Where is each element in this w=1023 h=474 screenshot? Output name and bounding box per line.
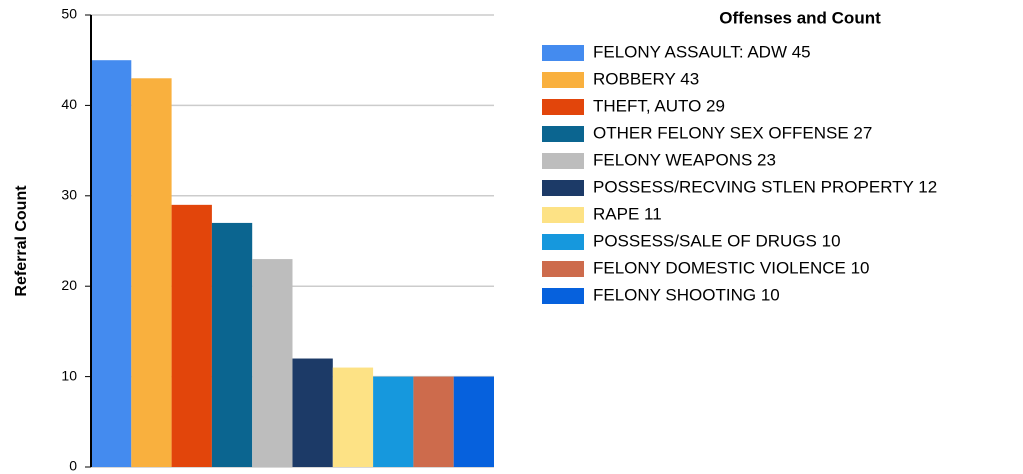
legend-swatch: [542, 126, 584, 142]
legend-swatch: [542, 261, 584, 277]
legend-swatch: [542, 180, 584, 196]
legend-label: POSSESS/SALE OF DRUGS 10: [593, 231, 841, 250]
legend-label: ROBBERY 43: [593, 69, 699, 88]
bar: [131, 78, 172, 467]
bar: [91, 60, 132, 467]
bar: [453, 376, 494, 467]
y-tick-label: 50: [61, 6, 77, 22]
legend-swatch: [542, 207, 584, 223]
y-tick-label: 10: [61, 367, 77, 383]
bar: [332, 367, 374, 467]
bar: [171, 204, 212, 467]
legend-label: FELONY WEAPONS 23: [593, 150, 776, 169]
legend-swatch: [542, 234, 584, 250]
y-tick-label: 30: [61, 187, 77, 203]
legend-swatch: [542, 72, 584, 88]
legend-title: Offenses and Count: [719, 8, 881, 27]
y-axis-label: Referral Count: [13, 185, 30, 297]
legend-swatch: [542, 288, 584, 304]
legend-swatch: [542, 153, 584, 169]
y-tick-label: 0: [69, 458, 77, 474]
y-tick-label: 40: [61, 96, 77, 112]
bar: [211, 222, 253, 467]
legend-label: FELONY SHOOTING 10: [593, 285, 780, 304]
bar: [413, 376, 454, 467]
legend-swatch: [542, 45, 584, 61]
bar: [252, 259, 293, 467]
bar: [292, 358, 333, 467]
y-tick-label: 20: [61, 277, 77, 293]
legend-label: FELONY DOMESTIC VIOLENCE 10: [593, 258, 869, 277]
bar: [373, 376, 414, 467]
legend-label: OTHER FELONY SEX OFFENSE 27: [593, 123, 872, 142]
legend-label: FELONY ASSAULT: ADW 45: [593, 42, 811, 61]
legend-label: RAPE 11: [593, 204, 662, 223]
legend-label: THEFT, AUTO 29: [593, 96, 725, 115]
legend-swatch: [542, 99, 584, 115]
legend-label: POSSESS/RECVING STLEN PROPERTY 12: [593, 177, 937, 196]
